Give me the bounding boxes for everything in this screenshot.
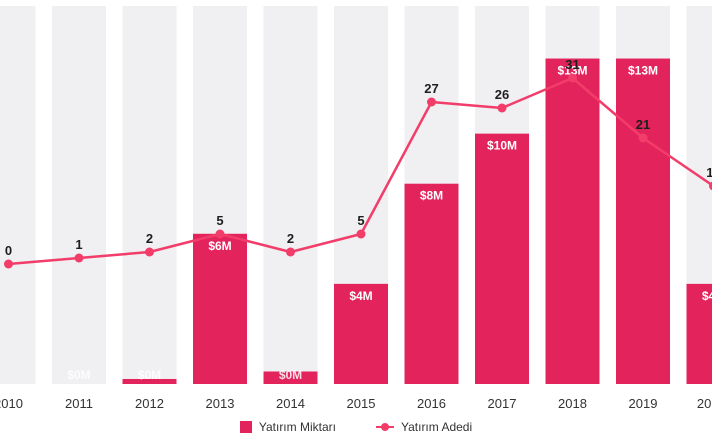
x-tick-label: 2013	[206, 396, 235, 411]
bar-value-label: $4M	[702, 289, 712, 303]
line-point[interactable]	[709, 181, 712, 191]
background-bar	[263, 6, 318, 384]
bar-value-label: $13M	[557, 64, 587, 78]
point-value-label: 2	[287, 231, 294, 246]
x-tick-label: 2020-	[697, 396, 712, 411]
line-point[interactable]	[145, 247, 154, 257]
point-value-label: 2	[146, 231, 153, 246]
bar[interactable]	[334, 283, 388, 384]
point-value-label: 27	[424, 81, 438, 96]
bar[interactable]	[404, 183, 459, 384]
line-point[interactable]	[286, 247, 295, 257]
investment-chart: $0M $0M $6M $0M $4M $8M $10M $13M $13M $4M 0 1 2 5 2 5 2…	[0, 6, 712, 411]
point-value-label: 5	[216, 213, 223, 228]
background-bar	[52, 6, 106, 384]
bar-value-label: $8M	[420, 189, 443, 203]
point-value-label: 26	[495, 87, 509, 102]
bar[interactable]	[122, 378, 177, 384]
bar[interactable]	[263, 371, 318, 384]
legend-line-label: Yatırım Adedi	[400, 420, 473, 434]
x-tick-label: 2019	[629, 396, 658, 411]
x-tick-label: 2010	[0, 396, 23, 411]
line-point[interactable]	[427, 97, 436, 107]
bar[interactable]	[545, 58, 600, 384]
bar-value-label: $10M	[487, 139, 517, 153]
bar-value-label: $6M	[208, 239, 231, 253]
legend-item-bar[interactable]: Yatırım Miktarı	[239, 420, 336, 434]
bar-value-label: $13M	[628, 64, 658, 78]
bar[interactable]	[616, 58, 670, 384]
x-tick-label: 2011	[65, 396, 93, 411]
legend: Yatırım Miktarı Yatırım Adedi	[0, 416, 712, 438]
bar-value-label: $4M	[349, 289, 372, 303]
point-value-label: 1	[75, 237, 82, 252]
line-point[interactable]	[568, 73, 577, 83]
x-tick-label: 2016	[417, 396, 446, 411]
bar-value-label: $0M	[279, 368, 302, 382]
point-value-label: 0	[5, 243, 12, 258]
point-value-label: 31	[565, 57, 579, 72]
bar-value-label: $0M	[138, 368, 161, 382]
x-tick-label: 2018	[558, 396, 587, 411]
line-point[interactable]	[74, 253, 84, 263]
x-tick-label: 2014	[276, 396, 305, 411]
bar[interactable]	[193, 233, 247, 384]
bar[interactable]	[686, 283, 712, 384]
bar-value-label: $0M	[67, 368, 90, 382]
legend-bar-swatch	[239, 421, 252, 433]
line-point[interactable]	[215, 229, 225, 239]
legend-item-line[interactable]: Yatırım Adedi	[375, 420, 473, 434]
background-bar	[122, 6, 177, 384]
x-tick-label: 2012	[135, 396, 164, 411]
line-point[interactable]	[356, 229, 366, 239]
line-point[interactable]	[638, 133, 648, 143]
legend-line-swatch	[375, 421, 394, 433]
legend-bar-label: Yatırım Miktarı	[258, 420, 336, 434]
bar[interactable]	[475, 133, 529, 384]
x-tick-label: 2015	[347, 396, 376, 411]
background-bar	[0, 6, 36, 384]
point-value-label: 13	[706, 165, 712, 180]
point-value-label: 5	[357, 213, 364, 228]
line-point[interactable]	[497, 103, 507, 113]
x-tick-label: 2017	[488, 396, 517, 411]
line-point[interactable]	[4, 259, 13, 269]
point-value-label: 21	[636, 117, 650, 132]
